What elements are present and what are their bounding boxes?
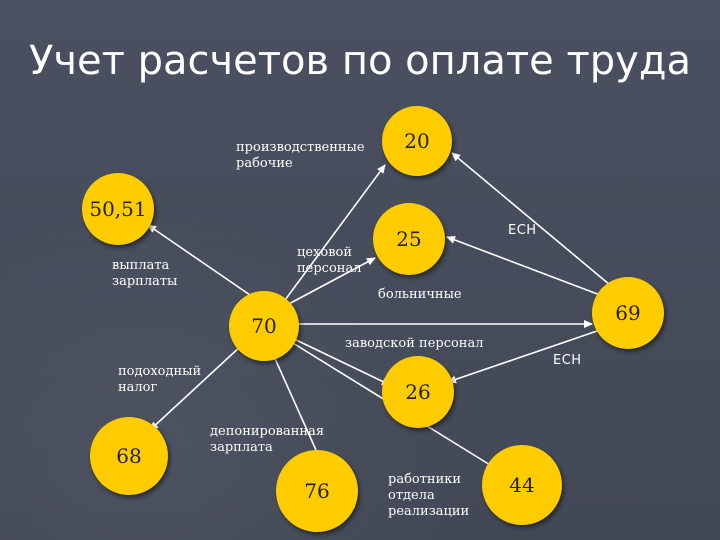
arrow-70-to-25: [284, 257, 376, 307]
account-25-node: 25: [373, 203, 445, 275]
label-production-workers: производственные рабочие: [236, 140, 365, 171]
arrow-69-to-20: [451, 152, 611, 286]
label-sales-staff: работники отдела реализации: [388, 472, 470, 519]
account-20-node: 20: [382, 106, 452, 176]
account-44-node: 44: [482, 445, 562, 525]
arrow-70-to-50-51: [147, 224, 251, 296]
account-26-node: 26: [382, 356, 454, 428]
account-69-node: 69: [592, 277, 664, 349]
account-76-node: 76: [276, 450, 358, 532]
arrow-70-to-20: [284, 164, 386, 301]
account-50-51-node: 50,51: [82, 173, 154, 245]
account-68-node: 68: [90, 417, 168, 495]
account-70-node: 70: [229, 291, 299, 361]
label-income-tax: подоходный налог: [118, 364, 202, 395]
arrow-70-to-68: [149, 344, 243, 431]
label-factory-staff: заводской персонал: [345, 336, 484, 351]
arrow-69-to-26: [447, 329, 601, 384]
label-salary-payment: выплата зарплаты: [112, 258, 178, 289]
label-ech-top: ЕСН: [508, 223, 537, 238]
label-ech-bottom: ЕСН: [553, 353, 582, 368]
arrow-70-to-26: [291, 337, 391, 386]
label-deposited-salary: депонированная зарплата: [210, 424, 325, 455]
arrow-69-to-25: [446, 236, 601, 296]
label-shop-staff: цеховой персонал: [297, 245, 362, 276]
label-sick-pay: больничные: [378, 287, 462, 302]
arrow-76-to-70: [271, 351, 317, 451]
slide-title: Учет расчетов по оплате труда: [28, 38, 692, 84]
